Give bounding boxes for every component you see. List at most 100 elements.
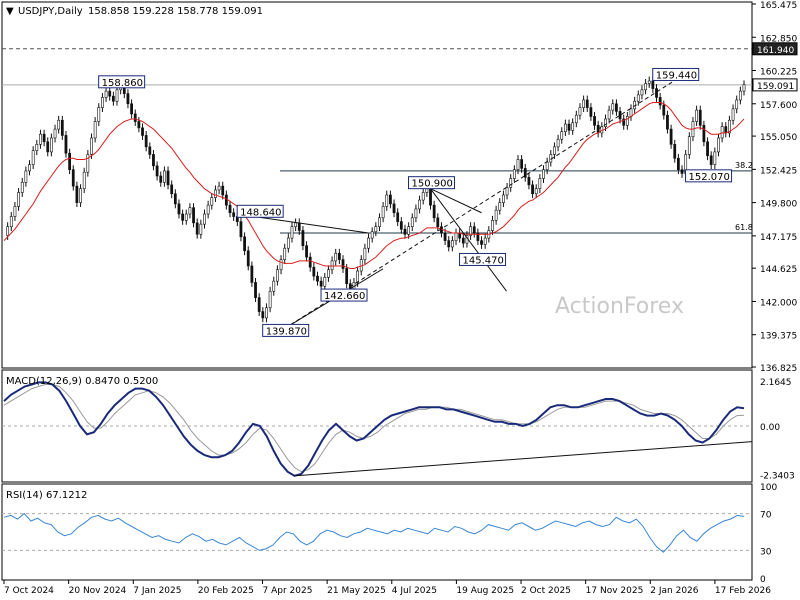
candle-body bbox=[604, 118, 607, 127]
candle-body bbox=[593, 116, 596, 126]
candle-body bbox=[399, 221, 403, 230]
candle-body bbox=[246, 250, 250, 267]
swing-label-box bbox=[262, 323, 310, 337]
x-tick-label: 20 Feb 2025 bbox=[198, 586, 254, 596]
candle-body bbox=[137, 121, 141, 129]
candle-body bbox=[702, 125, 706, 143]
candle-body bbox=[28, 164, 31, 172]
candle-body bbox=[436, 217, 440, 227]
candle-body bbox=[720, 126, 724, 139]
macd-tick-label: -2.3403 bbox=[760, 472, 795, 482]
candle-body bbox=[35, 144, 39, 151]
candle-body bbox=[421, 192, 425, 201]
candle-body bbox=[104, 90, 108, 98]
candle-body bbox=[319, 280, 323, 287]
rsi-tick-label: 0 bbox=[760, 575, 766, 585]
candle-body bbox=[111, 95, 115, 102]
candle-body bbox=[491, 220, 494, 231]
candle-body bbox=[571, 122, 575, 131]
candle-body bbox=[68, 152, 72, 170]
candle-body bbox=[276, 269, 279, 282]
candle-body bbox=[283, 247, 287, 260]
swing-label: 150.900 bbox=[412, 179, 453, 190]
x-tick-label: 20 Nov 2024 bbox=[69, 586, 127, 596]
candle-body bbox=[706, 141, 709, 157]
candle-body bbox=[224, 194, 228, 206]
candle-body bbox=[24, 170, 28, 183]
candle-body bbox=[294, 222, 298, 227]
candle-body bbox=[418, 199, 421, 210]
candle-body bbox=[141, 127, 144, 136]
candle-body bbox=[214, 189, 217, 198]
candle-body bbox=[389, 194, 392, 205]
candle-body bbox=[305, 245, 308, 258]
candle-body bbox=[523, 168, 527, 178]
candle-body bbox=[86, 154, 90, 173]
candle-body bbox=[651, 80, 655, 89]
candle-body bbox=[195, 222, 199, 235]
candle-body bbox=[443, 232, 447, 241]
candle-body bbox=[6, 226, 10, 236]
candle-body bbox=[374, 226, 378, 233]
candle-body bbox=[717, 137, 720, 153]
candle-body bbox=[498, 202, 502, 211]
candle-body bbox=[330, 260, 334, 271]
x-tick-label: 2 Jan 2026 bbox=[650, 586, 698, 596]
candle-body bbox=[345, 268, 349, 284]
swing-label-box bbox=[98, 75, 146, 89]
x-tick-label: 21 May 2025 bbox=[327, 586, 386, 596]
candle-body bbox=[279, 259, 283, 271]
candle-body bbox=[272, 280, 276, 292]
candle-body bbox=[469, 226, 472, 236]
swing-label: 159.440 bbox=[656, 70, 697, 81]
candle-body bbox=[640, 89, 644, 96]
trendline bbox=[259, 216, 369, 234]
candle-body bbox=[669, 128, 673, 145]
candle-body bbox=[71, 169, 75, 187]
candle-body bbox=[97, 107, 101, 122]
swing-label-box bbox=[320, 288, 368, 302]
candle-body bbox=[742, 84, 746, 92]
candle-body bbox=[327, 269, 330, 278]
candle-body bbox=[221, 185, 225, 196]
candle-body bbox=[9, 216, 13, 227]
candle-body bbox=[527, 176, 531, 186]
candle-body bbox=[206, 204, 210, 215]
candle-body bbox=[378, 217, 381, 227]
swing-label: 148.640 bbox=[240, 207, 281, 218]
candle-body bbox=[177, 203, 181, 215]
swing-label: 139.870 bbox=[266, 326, 307, 337]
candle-body bbox=[126, 93, 130, 105]
candle-body bbox=[429, 188, 432, 206]
candle-body bbox=[181, 213, 185, 221]
candle-body bbox=[454, 232, 458, 241]
candle-body bbox=[82, 171, 86, 189]
candle-body bbox=[545, 161, 549, 170]
candle-body bbox=[101, 97, 104, 108]
price-tick-label: 162.850 bbox=[760, 34, 797, 44]
rsi-tick-label: 30 bbox=[760, 547, 772, 557]
candle-body bbox=[636, 94, 640, 102]
x-tick-label: 7 Oct 2024 bbox=[4, 586, 54, 596]
candle-body bbox=[312, 266, 316, 277]
candle-body bbox=[46, 141, 50, 153]
candle-body bbox=[480, 240, 483, 245]
price-tick-label: 144.625 bbox=[760, 265, 797, 275]
candle-body bbox=[502, 194, 505, 203]
candle-body bbox=[553, 146, 556, 155]
price-tag-box bbox=[752, 78, 798, 92]
price-tick-label: 165.475 bbox=[760, 1, 797, 11]
candle-body bbox=[396, 212, 400, 222]
candle-body bbox=[257, 297, 261, 312]
candle-body bbox=[163, 170, 166, 183]
rsi-tick-label: 70 bbox=[760, 511, 772, 521]
chart-header-arrow-icon[interactable]: ▼ bbox=[6, 6, 14, 17]
moving-average-line bbox=[3, 102, 745, 269]
candle-body bbox=[534, 188, 538, 195]
price-tick-label: 149.800 bbox=[760, 200, 797, 210]
candle-body bbox=[607, 109, 611, 120]
candle-body bbox=[625, 116, 629, 126]
candle-body bbox=[79, 188, 82, 203]
candle-body bbox=[64, 135, 68, 154]
price-tick-label: 139.375 bbox=[760, 332, 797, 342]
